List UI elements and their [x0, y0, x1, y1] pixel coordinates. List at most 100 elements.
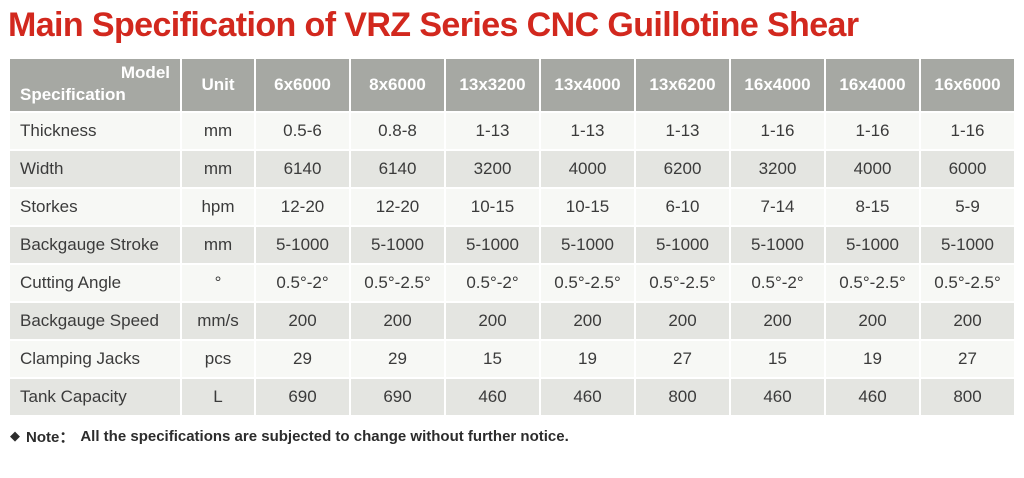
spec-name-cell: Backgauge Speed	[10, 302, 180, 339]
value-cell: 6140	[256, 150, 349, 187]
value-cell: 3200	[446, 150, 539, 187]
value-cell: 5-1000	[446, 226, 539, 263]
table-body: Thickness mm 0.5-6 0.8-8 1-13 1-13 1-13 1-16 1-1…	[10, 112, 1014, 415]
value-cell: 6000	[921, 150, 1014, 187]
value-cell: 4000	[541, 150, 634, 187]
value-cell: 1-16	[826, 112, 919, 149]
value-cell: 1-16	[731, 112, 824, 149]
value-cell: 0.5°-2.5°	[921, 264, 1014, 301]
value-cell: 12-20	[256, 188, 349, 225]
value-cell: 19	[541, 340, 634, 377]
model-column-header: 6x6000	[256, 58, 349, 111]
page-title: Main Specification of VRZ Series CNC Gui…	[8, 6, 859, 44]
value-cell: 200	[826, 302, 919, 339]
note-label: Note：	[26, 428, 75, 446]
value-cell: 690	[351, 378, 444, 415]
unit-cell: pcs	[182, 340, 254, 377]
unit-column-header: Unit	[182, 58, 254, 111]
note-line: ◆ Note： All the specifications are subje…	[8, 426, 1016, 447]
table-row: Width mm 6140 6140 3200 4000 6200 3200 4000 6000	[10, 150, 1014, 187]
value-cell: 200	[921, 302, 1014, 339]
spec-name-cell: Storkes	[10, 188, 180, 225]
model-column-header: 13x4000	[541, 58, 634, 111]
value-cell: 0.5°-2°	[446, 264, 539, 301]
corner-header-cell: Model Specification	[10, 58, 180, 111]
value-cell: 5-1000	[541, 226, 634, 263]
value-cell: 0.5°-2.5°	[826, 264, 919, 301]
unit-cell: mm/s	[182, 302, 254, 339]
spec-name-cell: Width	[10, 150, 180, 187]
value-cell: 1-13	[541, 112, 634, 149]
value-cell: 200	[446, 302, 539, 339]
value-cell: 1-16	[921, 112, 1014, 149]
value-cell: 200	[636, 302, 729, 339]
value-cell: 6140	[351, 150, 444, 187]
table-row: Clamping Jacks pcs 29 29 15 19 27 15 19 27	[10, 340, 1014, 377]
value-cell: 29	[351, 340, 444, 377]
spec-name-cell: Tank Capacity	[10, 378, 180, 415]
value-cell: 690	[256, 378, 349, 415]
value-cell: 27	[636, 340, 729, 377]
table-header: Model Specification Unit 6x6000 8x6000 13x320…	[10, 58, 1014, 111]
note-text: All the specifications are subjected to …	[80, 427, 569, 445]
value-cell: 0.5°-2.5°	[351, 264, 444, 301]
unit-cell: °	[182, 264, 254, 301]
value-cell: 8-15	[826, 188, 919, 225]
corner-model-label: Model	[120, 62, 170, 82]
value-cell: 27	[921, 340, 1014, 377]
value-cell: 29	[256, 340, 349, 377]
value-cell: 0.8-8	[351, 112, 444, 149]
value-cell: 460	[826, 378, 919, 415]
diamond-bullet-icon: ◆	[10, 428, 20, 443]
value-cell: 3200	[731, 150, 824, 187]
value-cell: 7-14	[731, 188, 824, 225]
model-column-header: 13x3200	[446, 58, 539, 111]
value-cell: 200	[256, 302, 349, 339]
unit-cell: mm	[182, 112, 254, 149]
value-cell: 0.5-6	[256, 112, 349, 149]
value-cell: 19	[826, 340, 919, 377]
value-cell: 0.5°-2.5°	[541, 264, 634, 301]
table-row: Backgauge Speed mm/s 200 200 200 200 200 200 200…	[10, 302, 1014, 339]
unit-cell: L	[182, 378, 254, 415]
spec-name-cell: Thickness	[10, 112, 180, 149]
value-cell: 5-1000	[731, 226, 824, 263]
value-cell: 10-15	[446, 188, 539, 225]
value-cell: 0.5°-2.5°	[636, 264, 729, 301]
value-cell: 5-1000	[256, 226, 349, 263]
value-cell: 200	[541, 302, 634, 339]
table-row: Backgauge Stroke mm 5-1000 5-1000 5-1000 5-10…	[10, 226, 1014, 263]
model-column-header: 16x4000	[826, 58, 919, 111]
value-cell: 6-10	[636, 188, 729, 225]
spec-name-cell: Backgauge Stroke	[10, 226, 180, 263]
model-column-header: 16x6000	[921, 58, 1014, 111]
value-cell: 460	[446, 378, 539, 415]
table-row: Cutting Angle ° 0.5°-2° 0.5°-2.5° 0.5°-2° 0.5…	[10, 264, 1014, 301]
value-cell: 5-9	[921, 188, 1014, 225]
value-cell: 4000	[826, 150, 919, 187]
value-cell: 800	[921, 378, 1014, 415]
value-cell: 0.5°-2°	[256, 264, 349, 301]
value-cell: 1-13	[636, 112, 729, 149]
value-cell: 5-1000	[351, 226, 444, 263]
spec-sheet-page: Main Specification of VRZ Series CNC Gui…	[8, 6, 1016, 447]
model-column-header: 16x4000	[731, 58, 824, 111]
value-cell: 10-15	[541, 188, 634, 225]
table-row: Thickness mm 0.5-6 0.8-8 1-13 1-13 1-13 1-16 1-1…	[10, 112, 1014, 149]
unit-cell: hpm	[182, 188, 254, 225]
unit-cell: mm	[182, 226, 254, 263]
value-cell: 200	[731, 302, 824, 339]
value-cell: 15	[446, 340, 539, 377]
value-cell: 12-20	[351, 188, 444, 225]
model-column-header: 8x6000	[351, 58, 444, 111]
value-cell: 15	[731, 340, 824, 377]
value-cell: 460	[541, 378, 634, 415]
value-cell: 0.5°-2°	[731, 264, 824, 301]
value-cell: 5-1000	[826, 226, 919, 263]
value-cell: 1-13	[446, 112, 539, 149]
table-row: Storkes hpm 12-20 12-20 10-15 10-15 6-10 7-14 8-…	[10, 188, 1014, 225]
value-cell: 800	[636, 378, 729, 415]
value-cell: 460	[731, 378, 824, 415]
table-header-row: Model Specification Unit 6x6000 8x6000 13x320…	[10, 58, 1014, 111]
corner-specification-label: Specification	[20, 84, 126, 104]
